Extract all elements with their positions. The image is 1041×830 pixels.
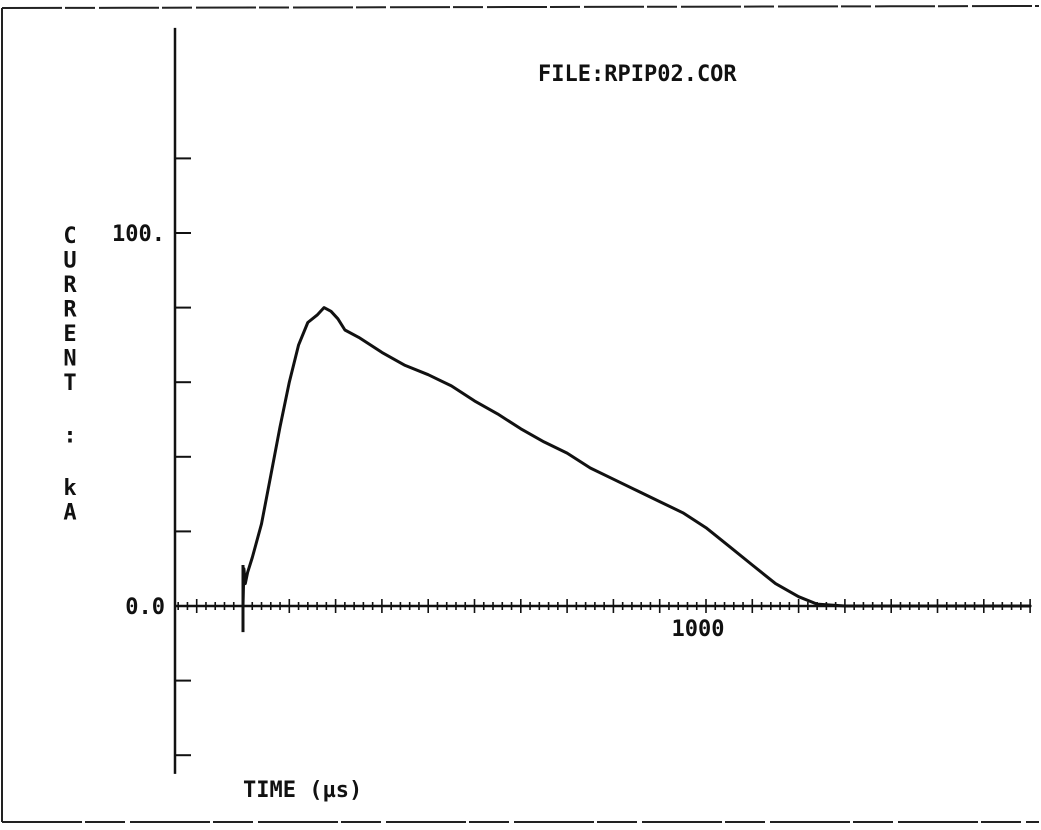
y-tick-label-100: 100.	[112, 222, 165, 247]
tick-labels: 0.0 100. 1000	[112, 222, 724, 642]
x-tick-label-1000: 1000	[672, 617, 725, 642]
y-axis-label-char-8: :	[63, 424, 76, 449]
x-axis-label: TIME (µs)	[243, 778, 363, 803]
y-axis-label-char-11: A	[63, 501, 76, 526]
y-axis-label-char-0: C	[63, 224, 76, 249]
chart-title: FILE:RPIP02.COR	[538, 62, 737, 87]
y-axis-label-char-5: N	[63, 347, 76, 372]
y-axis-label-char-1: U	[63, 249, 76, 274]
y-tick-label-0: 0.0	[125, 595, 165, 620]
y-axis-label-char-6: T	[63, 371, 76, 396]
axes	[173, 27, 1031, 774]
ticks	[175, 157, 1031, 757]
series-line-0	[241, 306, 1032, 608]
series-layer	[241, 306, 1032, 633]
y-axis-label-char-2: R	[63, 273, 77, 298]
y-axis-label-char-4: E	[63, 322, 76, 347]
y-axis-label-char-3: R	[63, 298, 77, 323]
y-axis-label-char-10: k	[63, 476, 76, 501]
